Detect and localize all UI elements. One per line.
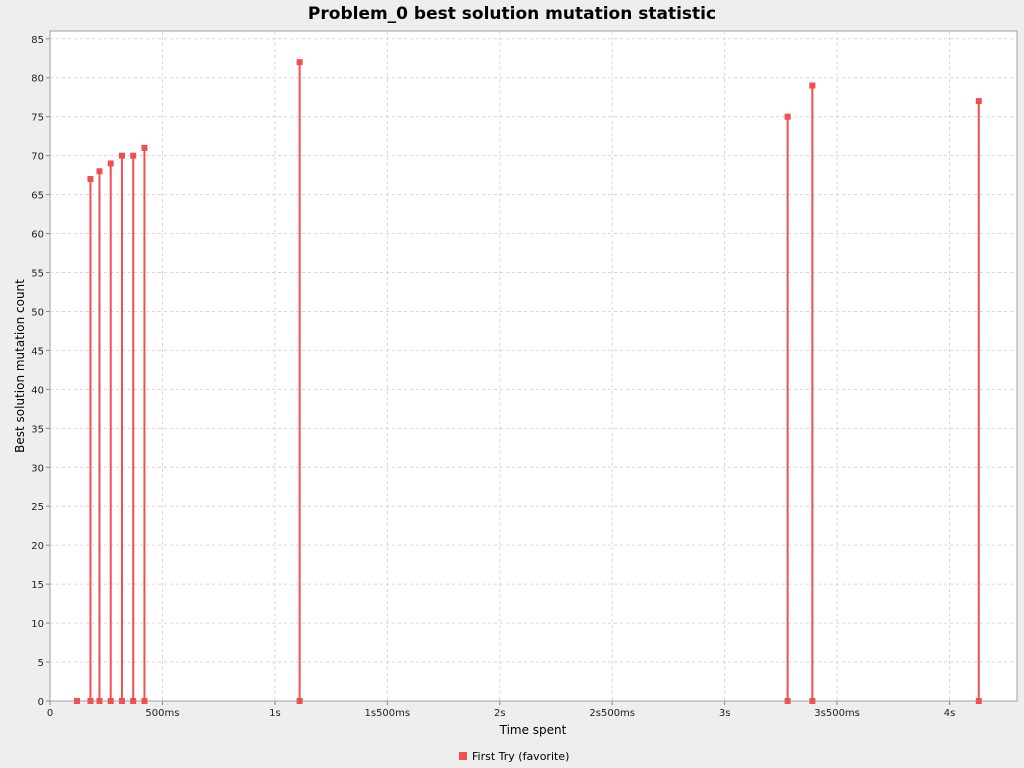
x-tick-label: 3s [719, 708, 731, 719]
x-tick-label: 2s500ms [589, 708, 635, 719]
x-tick-label: 500ms [145, 708, 179, 719]
x-tick-label: 0 [47, 708, 53, 719]
grid [50, 31, 1017, 701]
plot-area [49, 30, 1018, 702]
baseline-point [141, 698, 148, 704]
data-point [87, 176, 94, 183]
y-tick-label: 25 [31, 502, 44, 513]
y-tick-label: 45 [31, 346, 44, 357]
data-point [118, 152, 125, 159]
y-tick-label: 65 [31, 191, 44, 202]
chart-title: Problem_0 best solution mutation statist… [308, 4, 716, 24]
data-point [784, 113, 791, 120]
legend-label: First Try (favorite) [472, 750, 569, 763]
y-tick-label: 5 [38, 658, 44, 669]
y-tick-label: 30 [31, 463, 44, 474]
data-point [809, 82, 816, 89]
data-marks [73, 59, 982, 704]
data-point [73, 698, 80, 704]
data-point [141, 144, 148, 151]
baseline-point [809, 698, 816, 704]
baseline-point [118, 698, 125, 704]
data-point [130, 152, 137, 159]
axes: 0 5 10 15 20 25 30 35 40 45 50 55 60 65 70 75 80 85 0 500ms… [31, 35, 955, 719]
y-axis-label: Best solution mutation count [13, 279, 27, 453]
data-point [96, 168, 103, 175]
baseline-point [96, 698, 103, 704]
legend: First Try (favorite) [459, 750, 569, 763]
data-point [107, 160, 114, 167]
data-point [296, 59, 303, 66]
y-tick-label: 35 [31, 424, 44, 435]
y-tick-label: 10 [31, 619, 44, 630]
baseline-point [87, 698, 94, 704]
baseline-point [296, 698, 303, 704]
x-tick-label: 2s [494, 708, 506, 719]
x-tick-label: 4s [944, 708, 956, 719]
y-tick-label: 15 [31, 580, 44, 591]
baseline-point [130, 698, 137, 704]
y-tick-label: 70 [31, 152, 44, 163]
x-tick-label: 1s500ms [365, 708, 411, 719]
y-tick-label: 75 [31, 113, 44, 124]
y-tick-label: 50 [31, 307, 44, 318]
x-axis-label: Time spent [499, 723, 567, 737]
y-tick-label: 85 [31, 35, 44, 46]
y-tick-label: 40 [31, 385, 44, 396]
y-tick-label: 80 [31, 74, 44, 85]
baseline-point [107, 698, 114, 704]
x-tick-label: 1s [269, 708, 281, 719]
legend-swatch [459, 752, 467, 760]
data-point [975, 98, 982, 105]
baseline-point [975, 698, 982, 704]
baseline-point [784, 698, 791, 704]
y-tick-label: 20 [31, 541, 44, 552]
y-tick-label: 55 [31, 269, 44, 280]
y-tick-label: 60 [31, 230, 44, 241]
x-tick-label: 3s500ms [814, 708, 860, 719]
y-tick-label: 0 [38, 697, 44, 708]
